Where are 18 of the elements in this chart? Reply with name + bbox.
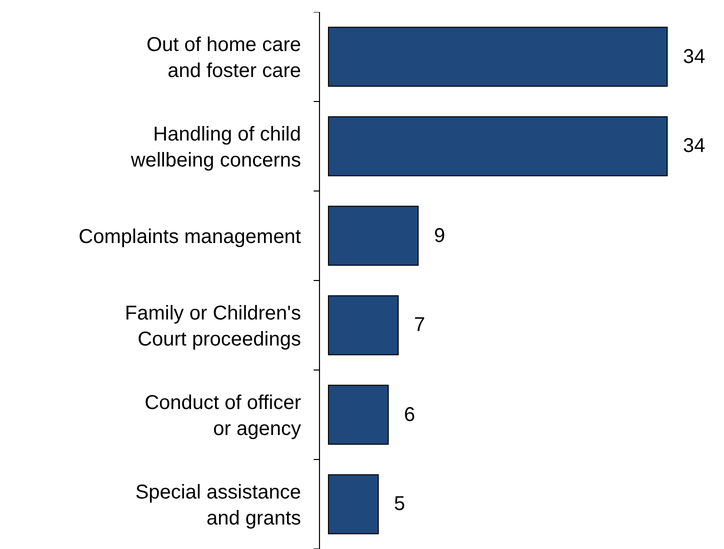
data-label: 9 xyxy=(434,225,446,247)
y-tick-label: Conduct of officer or agency xyxy=(144,392,302,440)
bar xyxy=(328,116,668,176)
y-tick-label: Out of home care and foster care xyxy=(146,34,301,82)
data-label: 34 xyxy=(683,135,706,157)
bar xyxy=(328,295,399,356)
bar xyxy=(328,206,419,266)
y-tick-label: Family or Children's Court proceedings xyxy=(124,302,301,350)
data-label: 6 xyxy=(404,404,416,426)
y-tick-label: Complaints management xyxy=(78,226,302,248)
y-tick-label: Special assistance and grants xyxy=(135,481,301,530)
bar xyxy=(328,26,668,87)
data-label: 7 xyxy=(414,314,426,336)
bar xyxy=(328,474,379,534)
data-label: 5 xyxy=(394,493,406,515)
data-label: 34 xyxy=(683,46,706,68)
bar xyxy=(328,384,389,445)
y-tick-label: Handling of child wellbeing concerns xyxy=(130,123,301,172)
